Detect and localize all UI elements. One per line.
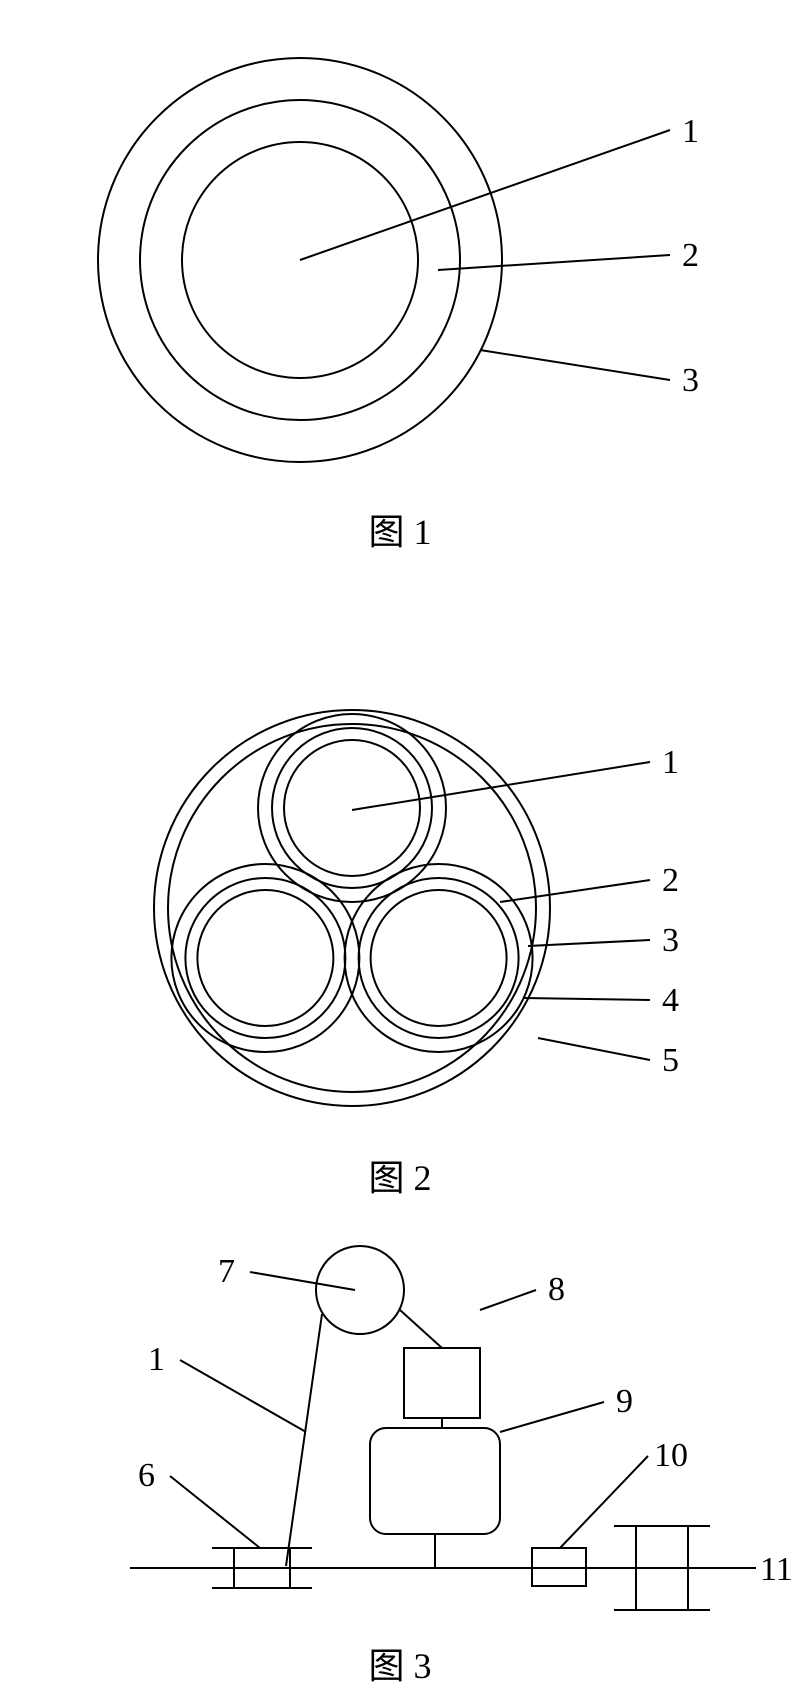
- fig1-leader-2: [438, 255, 670, 270]
- fig3-label-1: 1: [148, 1341, 165, 1378]
- fig1-leader-1: [300, 130, 670, 260]
- fig3-leader-10: [560, 1456, 648, 1548]
- fig3-leader-1: [180, 1360, 306, 1432]
- fig2-core2-ring-3: [197, 890, 333, 1026]
- fig3-leader-9: [500, 1402, 604, 1432]
- fig2-label-5: 5: [662, 1042, 679, 1079]
- fig3-box8: [404, 1348, 480, 1418]
- fig3-label-10: 10: [654, 1437, 688, 1474]
- fig3-label-6: 6: [138, 1457, 155, 1494]
- fig2-core2-ring-1: [171, 864, 359, 1052]
- fig2-outer-ring-in: [168, 724, 536, 1092]
- fig2-core2-ring-2: [185, 878, 345, 1038]
- fig3-belt-right: [400, 1310, 442, 1348]
- fig2-leader-2: [500, 880, 650, 902]
- fig3-label-7: 7: [218, 1253, 235, 1290]
- fig2-label-2: 2: [662, 862, 679, 899]
- fig2-leader-5: [538, 1038, 650, 1060]
- fig3-label-8: 8: [548, 1271, 565, 1308]
- fig3-label-9: 9: [616, 1383, 633, 1420]
- fig1-leader-3: [480, 350, 670, 380]
- fig2-leader-4: [524, 998, 650, 1000]
- fig2-label-3: 3: [662, 922, 679, 959]
- fig3-caption: 图 3: [368, 1646, 431, 1686]
- fig3-box9: [370, 1428, 500, 1534]
- fig2-core1-ring-3: [284, 740, 420, 876]
- fig2-core1-ring-2: [272, 728, 432, 888]
- fig1-label-3: 3: [682, 362, 699, 399]
- fig2-core3-ring-1: [345, 864, 533, 1052]
- fig3-pulley: [316, 1246, 404, 1334]
- fig2-core1-ring-1: [258, 714, 446, 902]
- fig3-leader-6: [170, 1476, 260, 1548]
- fig1-label-1: 1: [682, 113, 699, 150]
- fig2-core3-ring-2: [359, 878, 519, 1038]
- fig3-belt-left: [286, 1314, 322, 1566]
- fig2-caption: 图 2: [368, 1158, 431, 1198]
- fig2-outer-ring-out: [154, 710, 550, 1106]
- fig2-core3-ring-3: [371, 890, 507, 1026]
- fig1-label-2: 2: [682, 237, 699, 274]
- fig3-leader-7: [250, 1272, 355, 1290]
- fig3-leader-8: [480, 1290, 536, 1310]
- fig2-leader-1: [352, 762, 650, 810]
- fig1-caption: 图 1: [368, 512, 431, 552]
- fig2-label-1: 1: [662, 744, 679, 781]
- fig2-label-4: 4: [662, 982, 679, 1019]
- fig3-label-11: 11: [760, 1551, 793, 1588]
